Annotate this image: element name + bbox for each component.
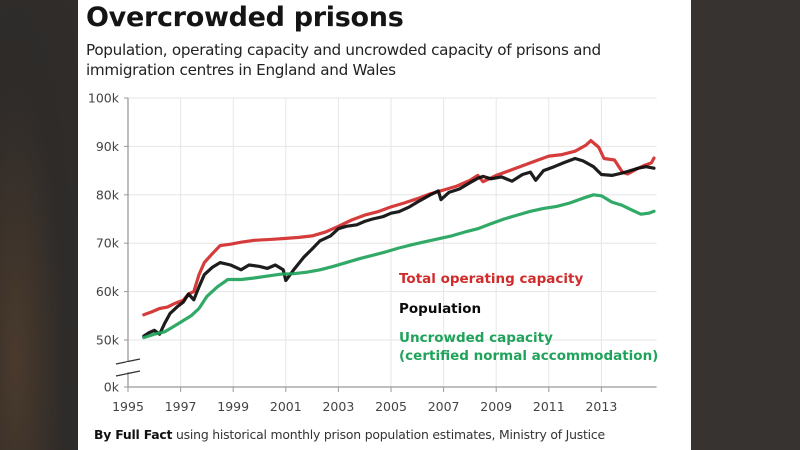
x-tick-label: 1995: [112, 399, 144, 414]
y-tick-label: 100k: [88, 91, 120, 106]
chart-subtitle: Population, operating capacity and uncro…: [86, 41, 601, 79]
axis-break-mark: [115, 358, 141, 365]
axes: 0k 50k 60k 70k 80k 90k 100k 1995 1997 1999 2001 200…: [88, 91, 657, 414]
source-text: using historical monthly prison populati…: [172, 427, 605, 442]
series-line-uncrowded: [142, 193, 656, 340]
x-tick-label: 2009: [480, 399, 512, 414]
series-lines: [142, 139, 656, 340]
x-tick-label: 1997: [165, 399, 197, 414]
source-author: By Full Fact: [94, 427, 173, 442]
source-note: By Full Fact using historical monthly pr…: [94, 427, 605, 442]
background-left: [0, 0, 78, 450]
x-tick-label: 2011: [533, 399, 565, 414]
legend: Total operating capacity Population Uncr…: [399, 271, 658, 364]
x-tick-label: 2007: [428, 399, 460, 414]
x-tick-label: 2003: [322, 399, 354, 414]
y-tick-label: 0k: [104, 380, 120, 395]
legend-operating: Total operating capacity: [399, 271, 583, 287]
chart-title: Overcrowded prisons: [86, 2, 404, 33]
legend-uncrowded-sub: (certified normal accommodation): [399, 348, 658, 364]
x-tick-label: 2013: [585, 399, 617, 414]
y-tick-label: 50k: [96, 333, 120, 348]
background-right: [691, 0, 800, 450]
y-tick-label: 60k: [96, 284, 120, 299]
series-line-operating: [142, 139, 656, 317]
x-tick-label: 1999: [217, 399, 249, 414]
x-tick-label: 2001: [270, 399, 302, 414]
axis-break-mark: [115, 370, 141, 377]
x-tick-label: 2005: [375, 399, 407, 414]
gridlines: [128, 97, 657, 387]
series-line-population: [142, 156, 656, 338]
legend-population: Population: [399, 301, 481, 317]
y-tick-label: 70k: [96, 236, 120, 251]
legend-uncrowded: Uncrowded capacity: [399, 330, 553, 346]
y-tick-label: 80k: [96, 187, 120, 202]
y-tick-label: 90k: [96, 139, 120, 154]
